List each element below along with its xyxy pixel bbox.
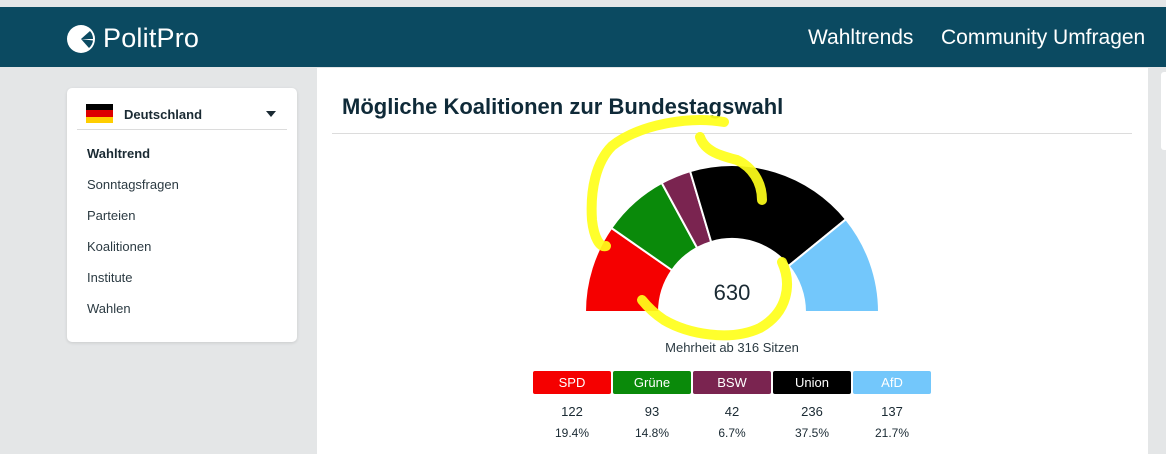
party-share-spd: 19.4% — [554, 426, 590, 440]
party-share-grne: 14.8% — [634, 426, 670, 440]
sidebar-item-wahlen[interactable]: Wahlen — [87, 301, 131, 316]
party-seats-spd: 122 — [561, 404, 583, 419]
party-button-bsw[interactable]: BSW — [693, 371, 771, 394]
party-share-bsw: 6.7% — [718, 426, 746, 440]
party-share-afd: 21.7% — [874, 426, 910, 440]
sidebar-item-parteien[interactable]: Parteien — [87, 208, 136, 223]
party-seats-afd: 137 — [881, 404, 903, 419]
side-panel-tab[interactable] — [1161, 72, 1166, 150]
party-column-spd: SPD 122 19.4% — [533, 371, 611, 440]
sidebar-item-koalitionen[interactable]: Koalitionen — [87, 239, 152, 254]
party-column-afd: AfD 137 21.7% — [853, 371, 931, 440]
party-seats-bsw: 42 — [724, 404, 740, 419]
country-selector[interactable]: Deutschland — [77, 100, 287, 130]
party-seats-union: 236 — [801, 404, 823, 419]
nav-link-community-umfragen[interactable]: Community Umfragen — [941, 26, 1146, 49]
country-name: Deutschland — [124, 107, 203, 122]
page-title: Mögliche Koalitionen zur Bundestagswahl — [342, 94, 784, 119]
sidebar-item-sonntagsfragen[interactable]: Sonntagsfragen — [87, 177, 179, 192]
majority-threshold-text: Mehrheit ab 316 Sitzen — [665, 340, 799, 355]
party-button-grne[interactable]: Grüne — [613, 371, 691, 394]
sidebar: Deutschland Wahltrend Sonntagsfragen Par… — [67, 88, 297, 342]
party-share-union: 37.5% — [794, 426, 830, 440]
total-seats-label: 630 — [714, 280, 751, 305]
chevron-down-icon — [266, 111, 276, 117]
pie-chart-icon — [67, 24, 95, 53]
party-column-union: Union 236 37.5% — [773, 371, 851, 440]
politpro-logo[interactable]: PolitPro — [66, 23, 199, 54]
party-button-afd[interactable]: AfD — [853, 371, 931, 394]
party-button-union[interactable]: Union — [773, 371, 851, 394]
sidebar-nav: Wahltrend Sonntagsfragen Parteien Koalit… — [87, 146, 179, 332]
title-divider — [332, 133, 1132, 134]
logo-text: PolitPro — [103, 23, 200, 53]
nav-link-wahltrends[interactable]: Wahltrends — [808, 26, 914, 49]
party-seats-grne: 93 — [644, 404, 660, 419]
top-navigation-bar: PolitPro Wahltrends Community Umfragen — [0, 7, 1166, 67]
seat-distribution-chart: 630 — [583, 164, 881, 313]
seat-arc-afd[interactable] — [787, 217, 881, 313]
party-column-grne: Grüne 93 14.8% — [613, 371, 691, 440]
sidebar-item-wahltrend[interactable]: Wahltrend — [87, 146, 151, 161]
main-panel: Mögliche Koalitionen zur Bundestagswahl … — [317, 68, 1148, 454]
germany-flag-icon — [86, 104, 113, 123]
party-button-spd[interactable]: SPD — [533, 371, 611, 394]
party-column-bsw: BSW 42 6.7% — [693, 371, 771, 440]
sidebar-item-institute[interactable]: Institute — [87, 270, 133, 285]
